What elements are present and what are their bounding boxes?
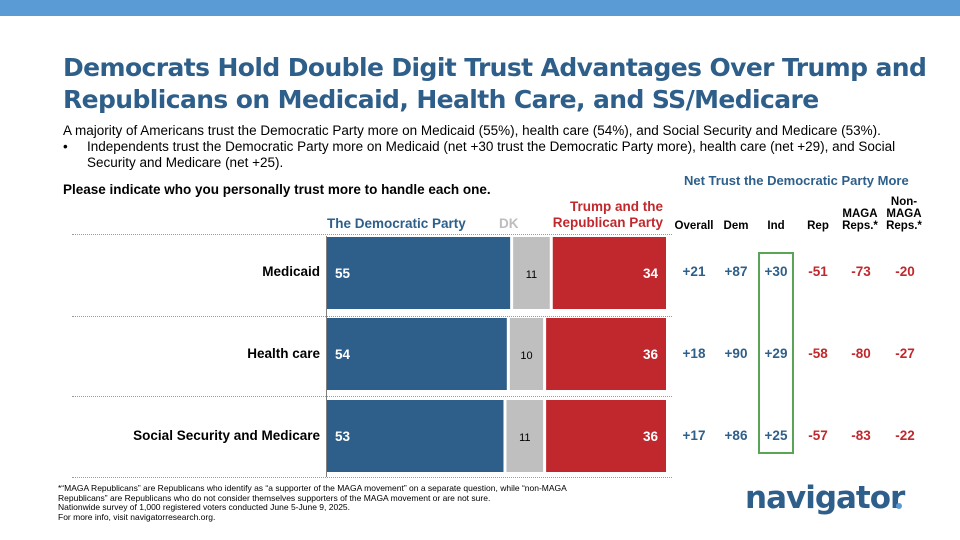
net-value-maga-social-security: -83 bbox=[851, 428, 871, 443]
footnote: *“MAGA Republicans” are Republicans who … bbox=[58, 483, 618, 522]
bar-republican-health-care bbox=[546, 318, 666, 390]
col-header-overall: Overall bbox=[674, 220, 714, 232]
bar-dk-medicaid bbox=[513, 237, 550, 309]
net-trust-heading: Net Trust the Democratic Party More bbox=[684, 173, 909, 188]
net-value-overall-health-care: +18 bbox=[682, 346, 706, 361]
bar-democratic-social-security bbox=[327, 400, 504, 472]
legend-democratic-party: The Democratic Party bbox=[327, 216, 466, 231]
row-label-health-care: Health care bbox=[247, 346, 320, 361]
footnote-more-info: For more info, visit navigatorresearch.o… bbox=[58, 511, 216, 522]
value-label-democratic-medicaid: 55 bbox=[335, 266, 351, 281]
slide-title: Democrats Hold Double Digit Trust Advant… bbox=[63, 53, 927, 114]
net-value-nonmaga-social-security: -22 bbox=[895, 428, 915, 443]
value-label-republican-medicaid: 34 bbox=[643, 266, 659, 281]
slide-subtitle: A majority of Americans trust the Democr… bbox=[63, 123, 881, 138]
net-value-nonmaga-health-care: -27 bbox=[895, 346, 915, 361]
row-label-social-security: Social Security and Medicare bbox=[133, 428, 320, 443]
bar-dk-social-security bbox=[506, 400, 544, 472]
row-divider bbox=[72, 316, 672, 317]
col-header-ind: Ind bbox=[767, 220, 785, 232]
net-value-ind-health-care: +29 bbox=[764, 346, 788, 361]
net-value-maga-health-care: -80 bbox=[851, 346, 871, 361]
bar-republican-medicaid bbox=[552, 237, 666, 309]
col-header-maga: MAGA Reps.* bbox=[842, 208, 878, 232]
net-value-nonmaga-medicaid: -20 bbox=[895, 264, 915, 279]
value-label-democratic-social-security: 53 bbox=[335, 429, 351, 444]
chart-axis-line bbox=[326, 236, 327, 477]
net-value-dem-health-care: +90 bbox=[724, 346, 748, 361]
legend-dk: DK bbox=[499, 216, 519, 231]
net-value-dem-social-security: +86 bbox=[724, 428, 748, 443]
row-divider bbox=[72, 477, 672, 478]
value-label-dk-social-security: 11 bbox=[519, 432, 530, 444]
bar-democratic-health-care bbox=[327, 318, 507, 390]
net-value-maga-medicaid: -73 bbox=[851, 264, 871, 279]
value-label-republican-social-security: 36 bbox=[643, 429, 659, 444]
col-header-nonmaga: Non-MAGA Reps.* bbox=[886, 196, 922, 232]
footnote-maga-definition: *“MAGA Republicans” are Republicans who … bbox=[58, 483, 567, 503]
footnote-methodology: Nationwide survey of 1,000 registered vo… bbox=[58, 502, 351, 512]
bar-democratic-medicaid bbox=[327, 237, 511, 309]
logo-dot bbox=[896, 503, 902, 509]
net-value-rep-health-care: -58 bbox=[808, 346, 828, 361]
net-value-dem-medicaid: +87 bbox=[724, 264, 748, 279]
top-accent-bar bbox=[0, 0, 960, 16]
value-label-republican-health-care: 36 bbox=[643, 347, 659, 362]
col-header-rep: Rep bbox=[807, 220, 829, 232]
net-value-ind-medicaid: +30 bbox=[764, 264, 788, 279]
net-value-ind-social-security: +25 bbox=[764, 428, 788, 443]
bullet-text: Independents trust the Democratic Party … bbox=[87, 139, 896, 170]
value-label-dk-medicaid: 11 bbox=[526, 269, 537, 281]
row-divider bbox=[72, 396, 672, 397]
net-value-overall-medicaid: +21 bbox=[682, 264, 706, 279]
navigator-logo: navigator bbox=[745, 480, 905, 516]
value-label-dk-health-care: 10 bbox=[520, 350, 532, 362]
bar-republican-social-security bbox=[546, 400, 666, 472]
row-label-medicaid: Medicaid bbox=[262, 264, 320, 279]
question-text: Please indicate who you personally trust… bbox=[63, 182, 491, 197]
net-value-overall-social-security: +17 bbox=[682, 428, 706, 443]
col-header-dem: Dem bbox=[723, 220, 749, 232]
value-label-democratic-health-care: 54 bbox=[335, 347, 351, 362]
net-value-rep-medicaid: -51 bbox=[808, 264, 828, 279]
bullet-marker: • bbox=[63, 139, 68, 154]
bar-dk-health-care bbox=[509, 318, 544, 390]
ind-column-highlight bbox=[758, 252, 794, 454]
net-value-rep-social-security: -57 bbox=[808, 428, 828, 443]
legend-republican-party: Trump and the Republican Party bbox=[552, 199, 663, 230]
row-divider bbox=[72, 234, 672, 235]
